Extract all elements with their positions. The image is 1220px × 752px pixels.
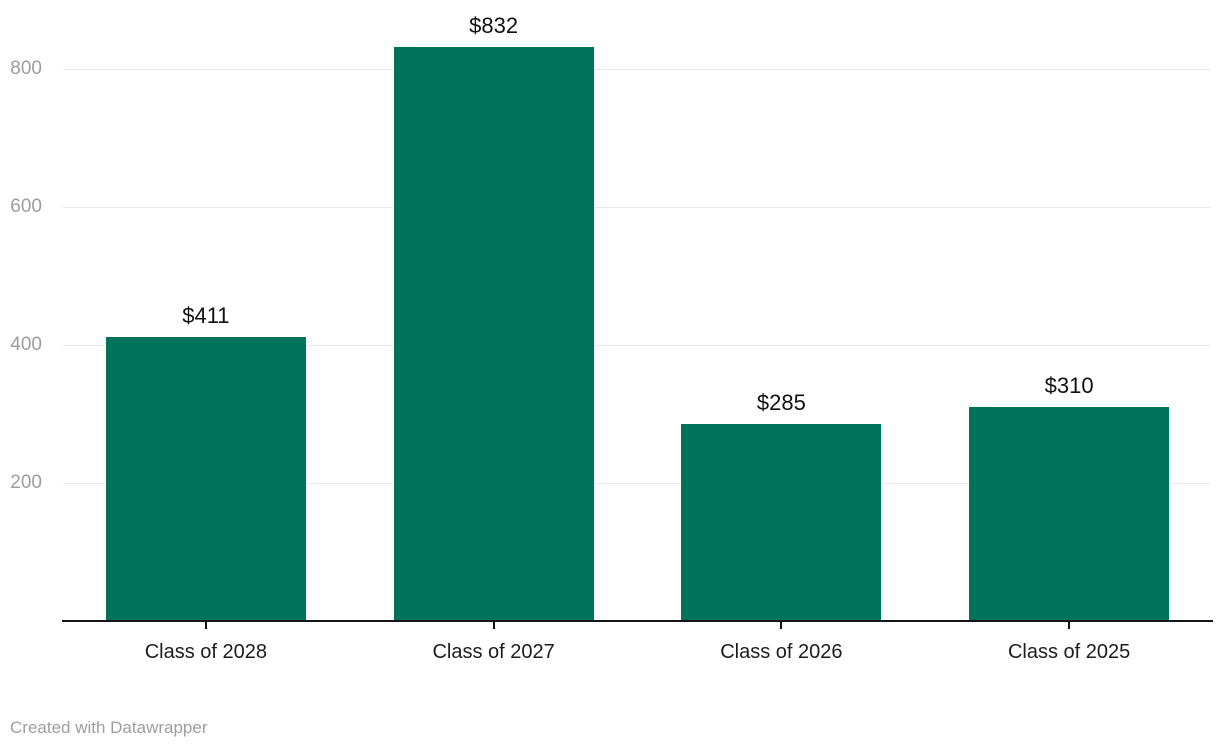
bar bbox=[393, 46, 594, 621]
bar-value-label: $285 bbox=[756, 390, 806, 416]
x-axis-tick bbox=[780, 622, 783, 629]
datawrapper-attribution: Created with Datawrapper bbox=[10, 718, 208, 737]
y-tick-label: 600 bbox=[10, 196, 42, 217]
category-label: Class of 2028 bbox=[144, 641, 268, 663]
gridline bbox=[63, 482, 1211, 484]
x-axis-tick bbox=[204, 622, 207, 629]
x-axis-tick bbox=[1068, 622, 1071, 629]
bar-value-label: $832 bbox=[469, 12, 519, 38]
bar-value-label: $310 bbox=[1044, 373, 1094, 399]
category-label: Class of 2026 bbox=[720, 641, 843, 663]
gridline bbox=[63, 206, 1211, 208]
bar bbox=[681, 424, 882, 621]
y-tick-label: 800 bbox=[10, 58, 42, 79]
bar-value-label: $411 bbox=[182, 303, 230, 329]
bar bbox=[105, 337, 306, 621]
category-label: Class of 2025 bbox=[1007, 641, 1131, 663]
gridline bbox=[63, 68, 1211, 70]
y-tick-label: 200 bbox=[10, 472, 42, 493]
category-label: Class of 2027 bbox=[432, 641, 555, 663]
x-axis-line bbox=[62, 619, 1213, 622]
bar bbox=[969, 407, 1170, 621]
y-tick-label: 400 bbox=[10, 334, 42, 355]
gridline bbox=[63, 344, 1211, 346]
x-axis-tick bbox=[492, 622, 495, 629]
